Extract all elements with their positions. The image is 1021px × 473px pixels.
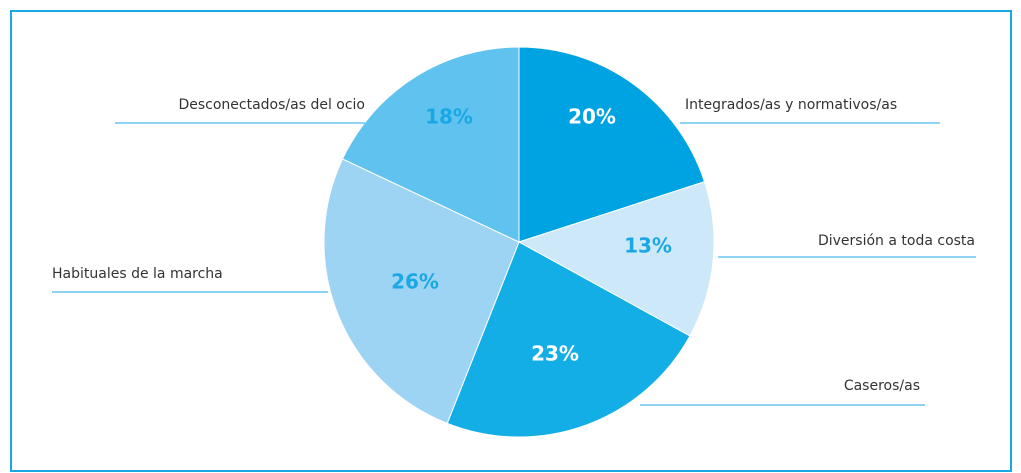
pie-slice [517,181,715,337]
slice-label: 20% [568,105,616,129]
slice-label: 23% [531,342,579,366]
slice-category: Caseros/as [844,378,920,394]
pie-slice [446,241,691,438]
slice-category: Diversión a toda costa [818,233,975,249]
frame [10,10,1012,472]
slice-category: Desconectados/as del ocio [178,97,365,113]
slice-label: 18% [425,105,473,129]
pie [323,46,715,438]
pie-slice [323,158,520,424]
slice-label: 13% [624,234,672,258]
pie-slice [518,46,706,243]
slice-label: 26% [391,270,439,294]
pie-slice [341,46,520,243]
slice-category: Habituales de la marcha [52,266,223,282]
slice-category: Integrados/as y normativos/as [685,97,897,113]
